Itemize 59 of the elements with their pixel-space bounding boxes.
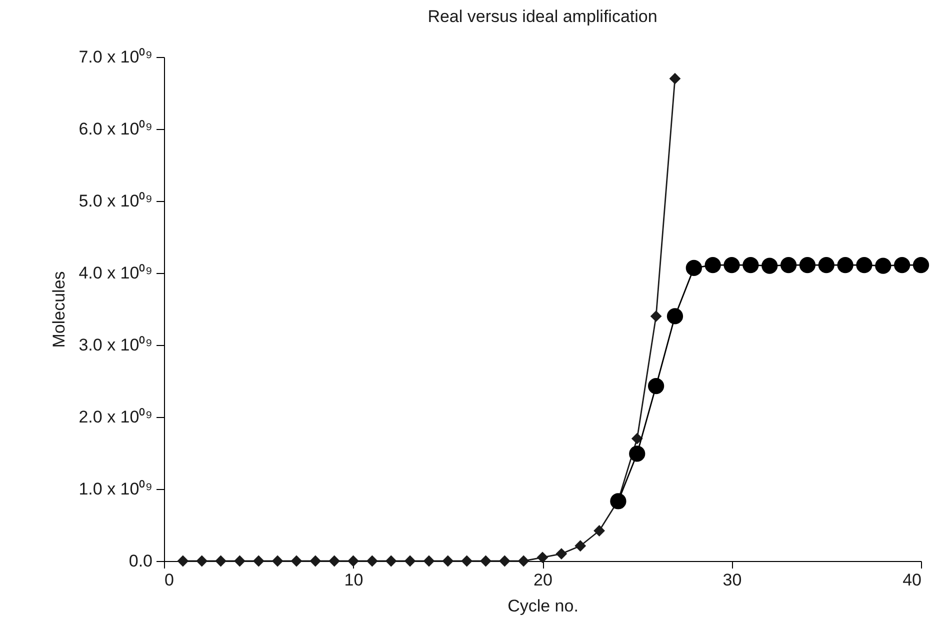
point (480, 555, 492, 567)
point (442, 555, 454, 567)
point (762, 258, 778, 274)
chart-title: Real versus ideal amplification (428, 7, 658, 26)
x-tick-label: 0 (164, 570, 174, 590)
point (799, 257, 816, 274)
point (556, 548, 568, 560)
point (818, 257, 834, 274)
x-tick-label: 10 (344, 570, 364, 590)
y-tick-label: 3.0 x 10⁰⁹ (78, 336, 152, 354)
point (404, 555, 416, 567)
point (875, 258, 892, 274)
point (366, 555, 378, 567)
point (780, 257, 797, 274)
point (252, 555, 264, 567)
y-axis-title: Molecules (50, 271, 69, 348)
point (536, 552, 548, 564)
x-axis-title: Cycle no. (508, 596, 578, 616)
point (610, 493, 626, 510)
point (498, 555, 510, 567)
point (686, 260, 702, 276)
point (518, 555, 530, 567)
point (856, 257, 872, 274)
point (574, 540, 586, 552)
point (234, 555, 246, 567)
y-tick-label: 0.0 (128, 552, 152, 570)
point (423, 555, 435, 567)
point (742, 257, 759, 274)
point (328, 555, 340, 567)
y-tick-label: 6.0 x 10⁰⁹ (78, 120, 152, 138)
point (724, 257, 740, 274)
point (272, 555, 284, 567)
point (196, 555, 208, 567)
point (666, 308, 684, 324)
point (385, 555, 397, 567)
point (629, 446, 646, 462)
point (912, 257, 930, 274)
point (648, 378, 664, 394)
x-tick-label: 20 (534, 570, 552, 590)
y-tick-label: 5.0 x 10⁰⁹ (78, 192, 152, 210)
point (837, 257, 854, 274)
point (631, 432, 643, 444)
x-tick-label: 40 (902, 570, 922, 590)
point (348, 555, 359, 567)
point (461, 555, 472, 567)
point (650, 310, 662, 322)
point (594, 525, 605, 536)
y-tick-label: 4.0 x 10⁰⁹ (78, 264, 152, 282)
point (290, 555, 302, 567)
point (704, 257, 721, 274)
y-tick-label: 1.0 x 10⁰⁹ (78, 480, 152, 498)
point (177, 555, 189, 567)
point (669, 72, 681, 84)
y-tick-label: 2.0 x 10⁰⁹ (78, 408, 152, 426)
point (894, 257, 910, 274)
point (215, 555, 226, 567)
x-tick-label: 30 (722, 570, 742, 590)
y-tick-label: 7.0 x 10⁰⁹ (78, 48, 152, 66)
point (310, 555, 322, 567)
